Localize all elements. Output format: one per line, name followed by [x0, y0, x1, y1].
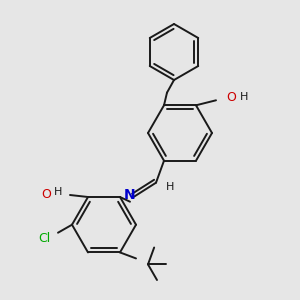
Text: Cl: Cl — [38, 232, 50, 245]
Text: H: H — [240, 92, 248, 102]
Text: O: O — [41, 188, 51, 202]
Text: O: O — [226, 91, 236, 104]
Text: N: N — [124, 188, 136, 202]
Text: H: H — [166, 182, 174, 192]
Text: H: H — [54, 187, 62, 197]
